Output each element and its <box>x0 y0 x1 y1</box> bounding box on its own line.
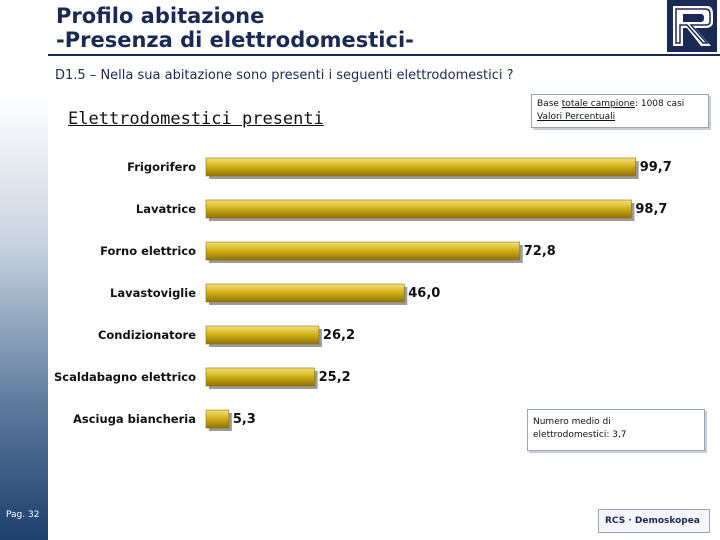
base-note-box: Base totale campione: 1008 casi Valori P… <box>531 94 709 128</box>
category-label: Condizionatore <box>98 328 196 342</box>
category-label: Scaldabagno elettrico <box>54 370 196 384</box>
mean-note-line-1: Numero medio di <box>533 417 611 427</box>
bar-2 <box>205 241 521 261</box>
left-gradient-band <box>0 0 48 540</box>
category-label: Frigorifero <box>127 160 196 174</box>
bar-1 <box>205 199 632 219</box>
value-label: 72,8 <box>524 244 556 259</box>
bar-3 <box>205 283 405 303</box>
title-divider <box>48 54 720 56</box>
base-note-line-2: Valori Percentuali <box>537 112 616 122</box>
chart-subtitle: Elettrodomestici presenti <box>68 109 324 129</box>
mean-note-line-2: elettrodomestici: 3,7 <box>533 430 627 440</box>
category-label: Lavastoviglie <box>110 286 196 300</box>
title-line-2: -Presenza di elettrodomestici- <box>56 28 414 52</box>
base-note-cases: : 1008 casi <box>634 99 685 109</box>
category-label: Lavatrice <box>136 202 196 216</box>
title-line-1: Profilo abitazione <box>56 4 265 28</box>
bar-5 <box>205 367 315 387</box>
bar-0 <box>205 157 637 177</box>
bar-6 <box>205 409 230 429</box>
survey-question: D1.5 – Nella sua abitazione sono present… <box>55 68 514 83</box>
bar-4 <box>205 325 320 345</box>
value-label: 99,7 <box>640 160 672 175</box>
value-label: 5,3 <box>233 412 256 427</box>
category-label: Forno elettrico <box>100 244 196 258</box>
page-title: Profilo abitazione -Presenza di elettrod… <box>56 4 414 52</box>
brand-logo <box>667 0 717 52</box>
value-label: 26,2 <box>323 328 355 343</box>
value-label: 98,7 <box>635 202 667 217</box>
value-label: 25,2 <box>319 370 351 385</box>
category-label: Asciuga biancheria <box>73 412 196 426</box>
footer-logo: RCS · Demoskopea <box>598 509 710 533</box>
page-number: Pag. 32 <box>6 510 40 520</box>
base-note-sample: totale campione <box>561 99 635 109</box>
value-label: 46,0 <box>408 286 440 301</box>
mean-note-box: Numero medio di elettrodomestici: 3,7 <box>527 409 705 451</box>
base-note-prefix: Base <box>537 99 562 109</box>
base-note-line-1: Base totale campione: 1008 casi <box>537 98 708 111</box>
